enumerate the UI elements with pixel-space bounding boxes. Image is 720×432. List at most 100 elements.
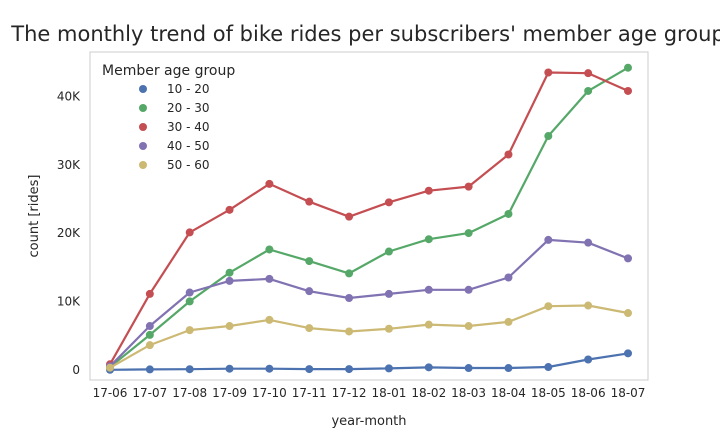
data-point-30-40 <box>265 179 274 188</box>
data-point-30-40 <box>464 182 473 191</box>
data-point-10-20 <box>345 365 354 374</box>
data-point-10-20 <box>185 365 194 374</box>
series-line-30-40 <box>109 71 629 365</box>
legend-marker-40-50 <box>139 142 147 150</box>
data-point-50-60 <box>464 322 473 331</box>
legend-marker-20-30 <box>139 104 147 112</box>
x-tick-label: 17-06 <box>93 386 128 400</box>
data-point-50-60 <box>106 363 114 372</box>
series-line-40-50 <box>109 238 629 368</box>
x-tick-label: 18-01 <box>371 386 406 400</box>
y-tick-label: 0 <box>72 363 80 377</box>
data-point-20-30 <box>225 268 234 277</box>
data-point-10-20 <box>464 364 473 373</box>
x-tick-label: 18-02 <box>411 386 446 400</box>
data-point-40-50 <box>305 287 314 296</box>
y-tick-label: 20K <box>57 226 81 240</box>
data-point-40-50 <box>504 273 513 282</box>
data-point-30-40 <box>504 150 513 159</box>
data-point-30-40 <box>225 205 234 214</box>
data-point-20-30 <box>584 86 593 95</box>
data-point-20-30 <box>504 209 513 218</box>
data-point-50-60 <box>225 322 234 331</box>
legend-label-50-60: 50 - 60 <box>167 158 210 172</box>
data-point-20-30 <box>145 330 154 339</box>
data-point-40-50 <box>384 289 393 298</box>
data-point-50-60 <box>544 302 553 311</box>
legend-label-40-50: 40 - 50 <box>167 139 210 153</box>
data-point-10-20 <box>225 364 234 373</box>
data-point-30-40 <box>185 228 194 237</box>
data-point-50-60 <box>265 315 274 324</box>
legend-label-30-40: 30 - 40 <box>167 120 210 134</box>
data-point-50-60 <box>305 324 314 333</box>
data-point-30-40 <box>544 68 553 77</box>
data-point-50-60 <box>145 341 154 350</box>
legend-marker-10-20 <box>139 85 147 93</box>
data-point-40-50 <box>265 274 274 283</box>
data-point-30-40 <box>384 198 393 207</box>
data-point-50-60 <box>624 309 632 318</box>
data-point-40-50 <box>424 285 433 294</box>
plot-area <box>89 51 649 381</box>
series-line-10-20 <box>109 352 629 371</box>
data-point-40-50 <box>464 285 473 294</box>
legend-marker-30-40 <box>139 123 147 131</box>
x-tick-label: 17-09 <box>212 386 247 400</box>
data-point-20-30 <box>544 132 553 141</box>
series-group <box>106 63 632 374</box>
y-axis: 0 10K 20K 30K 40K <box>57 89 81 376</box>
data-point-30-40 <box>424 186 433 195</box>
data-point-20-30 <box>464 229 473 238</box>
data-point-50-60 <box>584 301 593 310</box>
data-point-40-50 <box>145 322 154 331</box>
data-point-40-50 <box>345 294 354 302</box>
data-point-10-20 <box>145 365 154 374</box>
y-axis-label: count [rides] <box>27 175 42 258</box>
x-tick-label: 18-07 <box>611 386 646 400</box>
x-tick-label: 18-03 <box>451 386 486 400</box>
x-axis-label: year-month <box>331 414 406 429</box>
data-point-30-40 <box>584 69 593 78</box>
x-tick-label: 17-12 <box>332 386 367 400</box>
x-tick-label: 17-08 <box>172 386 207 400</box>
data-point-10-20 <box>384 364 393 373</box>
legend-label-20-30: 20 - 30 <box>167 101 210 115</box>
data-point-10-20 <box>424 363 433 372</box>
data-point-10-20 <box>265 364 274 373</box>
legend: Member age group 10 - 20 20 - 30 30 - 40 40… <box>102 63 235 172</box>
legend-title: Member age group <box>102 63 235 79</box>
data-point-10-20 <box>624 349 632 358</box>
data-point-50-60 <box>345 327 354 336</box>
data-point-40-50 <box>185 288 194 297</box>
legend-label-10-20: 10 - 20 <box>167 82 210 96</box>
data-point-20-30 <box>424 235 433 244</box>
data-point-50-60 <box>384 324 393 333</box>
data-point-50-60 <box>504 317 513 326</box>
y-tick-label: 30K <box>57 158 81 172</box>
data-point-30-40 <box>345 212 354 221</box>
data-point-40-50 <box>225 276 234 285</box>
data-point-10-20 <box>504 364 513 373</box>
data-point-20-30 <box>345 269 354 278</box>
data-point-30-40 <box>624 86 632 95</box>
data-point-40-50 <box>624 254 632 263</box>
series-line-50-60 <box>109 304 629 369</box>
data-point-20-30 <box>624 63 632 72</box>
data-point-10-20 <box>544 363 553 372</box>
x-tick-label: 18-05 <box>531 386 566 400</box>
data-point-20-30 <box>185 297 194 306</box>
data-point-20-30 <box>384 247 393 256</box>
chart-title: The monthly trend of bike rides per subs… <box>10 22 720 46</box>
data-point-50-60 <box>424 320 433 329</box>
x-tick-label: 17-10 <box>252 386 287 400</box>
data-point-40-50 <box>584 238 593 247</box>
x-tick-label: 17-11 <box>292 386 327 400</box>
x-tick-label: 18-04 <box>491 386 526 400</box>
data-point-40-50 <box>544 235 553 244</box>
y-tick-label: 10K <box>57 294 81 308</box>
legend-marker-50-60 <box>139 161 147 169</box>
x-axis: 17-06 17-07 17-08 17-09 17-10 17-11 17-12 18-01… <box>93 386 646 400</box>
data-point-30-40 <box>305 197 314 206</box>
